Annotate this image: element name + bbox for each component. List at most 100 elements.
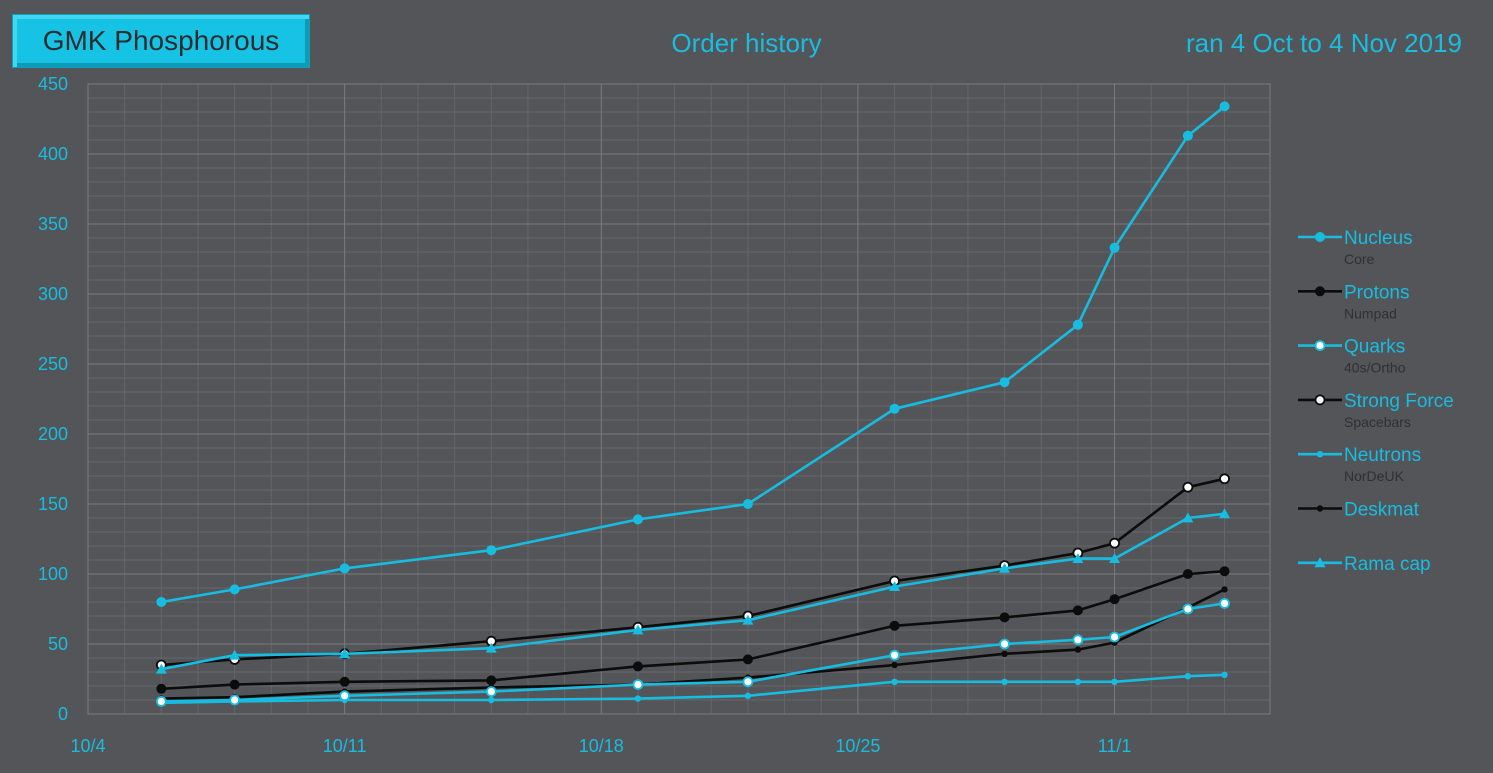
title-badge: GMK Phosphorous: [12, 14, 310, 68]
data-point-protons: [632, 661, 643, 672]
data-point-quarks: [1109, 631, 1120, 643]
data-point-nucleus: [1072, 319, 1083, 330]
y-tick-label: 50: [48, 634, 68, 654]
data-point-strong-force: [1182, 481, 1194, 493]
data-point-rama-cap: [229, 649, 241, 660]
data-point-protons: [1109, 594, 1120, 605]
legend-marker-deskmat: [1316, 505, 1324, 512]
series-line-quarks: [161, 602, 1225, 703]
legend-label-rama-cap: Rama cap: [1344, 554, 1431, 575]
y-tick-label: 450: [38, 74, 68, 94]
series-line-deskmat: [161, 588, 1226, 700]
x-tick-label: 10/25: [835, 736, 880, 756]
y-tick-label: 250: [38, 354, 68, 374]
x-tick-label: 10/18: [579, 736, 624, 756]
data-point-rama-cap: [1109, 553, 1121, 563]
legend-marker-nucleus: [1315, 232, 1325, 242]
data-point-neutrons: [1001, 678, 1008, 685]
data-point-quarks: [229, 694, 241, 706]
legend-marker-rama-cap: [1314, 557, 1326, 568]
x-tick-label: 10/4: [70, 736, 105, 756]
data-point-strong-force: [1219, 473, 1230, 485]
legend-sublabel-protons: Numpad: [1344, 305, 1397, 321]
data-point-quarks: [999, 638, 1010, 650]
data-point-deskmat: [891, 661, 898, 669]
data-point-quarks: [1072, 634, 1084, 646]
data-point-nucleus: [229, 584, 240, 595]
data-point-neutrons: [634, 695, 642, 702]
data-point-nucleus: [632, 514, 643, 525]
data-point-rama-cap: [339, 648, 351, 659]
y-tick-label: 200: [38, 424, 68, 444]
x-tick-label: 11/1: [1098, 736, 1132, 756]
data-point-quarks: [742, 676, 754, 688]
data-point-nucleus: [742, 499, 753, 509]
data-point-nucleus: [156, 597, 167, 607]
x-tick-label: 10/11: [323, 736, 367, 756]
data-point-deskmat: [1001, 650, 1008, 657]
chart-title: Order history: [671, 28, 822, 58]
data-point-quarks: [632, 679, 644, 690]
data-point-quarks: [889, 649, 900, 661]
data-point-neutrons: [1074, 678, 1082, 685]
plot-frame: [87, 83, 1271, 715]
series-line-rama-cap: [161, 512, 1225, 671]
data-point-protons: [999, 612, 1010, 623]
legend-label-nucleus: Nucleus: [1344, 228, 1413, 249]
series-line-nucleus: [161, 105, 1226, 604]
data-point-quarks: [485, 686, 497, 697]
legend-marker-neutrons: [1316, 451, 1324, 458]
data-point-protons: [486, 675, 497, 686]
data-point-protons: [742, 654, 753, 665]
data-point-protons: [1182, 569, 1193, 579]
data-point-quarks: [1219, 598, 1230, 609]
data-point-neutrons: [1184, 673, 1192, 680]
data-point-rama-cap: [1072, 553, 1084, 563]
data-point-protons: [229, 679, 240, 690]
series-line-neutrons: [161, 673, 1225, 705]
data-point-protons: [1219, 566, 1230, 577]
data-point-rama-cap: [155, 663, 167, 674]
data-point-rama-cap: [999, 562, 1011, 573]
data-point-rama-cap: [1182, 512, 1194, 523]
data-point-neutrons: [744, 692, 752, 699]
legend-sublabel-neutrons: NorDeUK: [1344, 468, 1405, 484]
data-point-nucleus: [999, 377, 1010, 388]
legend-label-deskmat: Deskmat: [1344, 500, 1420, 521]
y-tick-label: 300: [38, 284, 68, 304]
data-point-nucleus: [889, 403, 900, 414]
data-point-deskmat: [1221, 586, 1228, 593]
data-point-quarks: [339, 690, 351, 702]
legend-marker-quarks: [1314, 340, 1326, 352]
data-point-neutrons: [1111, 678, 1118, 685]
series-line-protons: [161, 569, 1225, 691]
data-point-quarks: [1182, 603, 1194, 615]
legend-label-protons: Protons: [1344, 282, 1409, 303]
data-point-nucleus: [339, 563, 350, 574]
legend-sublabel-quarks: 40s/Ortho: [1344, 360, 1406, 376]
data-point-protons: [1072, 605, 1083, 616]
data-point-rama-cap: [632, 624, 644, 635]
legend-marker-strong-force: [1314, 394, 1326, 406]
legend-label-quarks: Quarks: [1344, 337, 1405, 358]
y-tick-label: 100: [38, 564, 68, 584]
legend-label-strong-force: Strong Force: [1344, 391, 1454, 412]
data-point-strong-force: [1109, 537, 1120, 549]
legend-label-neutrons: Neutrons: [1344, 445, 1421, 466]
y-tick-label: 350: [38, 214, 68, 234]
y-tick-label: 150: [38, 494, 68, 514]
date-range: ran 4 Oct to 4 Nov 2019: [1185, 28, 1462, 58]
legend-sublabel-nucleus: Core: [1344, 251, 1375, 267]
data-point-quarks: [155, 696, 167, 707]
data-point-protons: [156, 683, 167, 694]
data-point-nucleus: [1109, 242, 1120, 253]
y-tick-label: 400: [38, 144, 68, 164]
data-point-nucleus: [1182, 130, 1193, 141]
data-point-deskmat: [1074, 646, 1082, 653]
data-point-rama-cap: [1219, 508, 1231, 519]
y-tick-label: 0: [58, 704, 68, 724]
data-point-protons: [339, 676, 350, 687]
data-point-rama-cap: [889, 581, 901, 591]
data-point-protons: [889, 620, 900, 631]
